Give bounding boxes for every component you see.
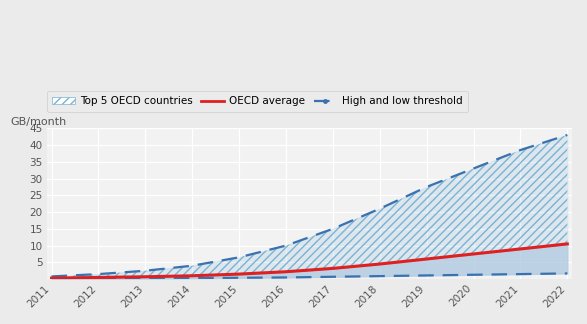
Text: GB/month: GB/month: [10, 117, 66, 127]
Legend: Top 5 OECD countries, OECD average, High and low threshold: Top 5 OECD countries, OECD average, High…: [47, 91, 468, 112]
